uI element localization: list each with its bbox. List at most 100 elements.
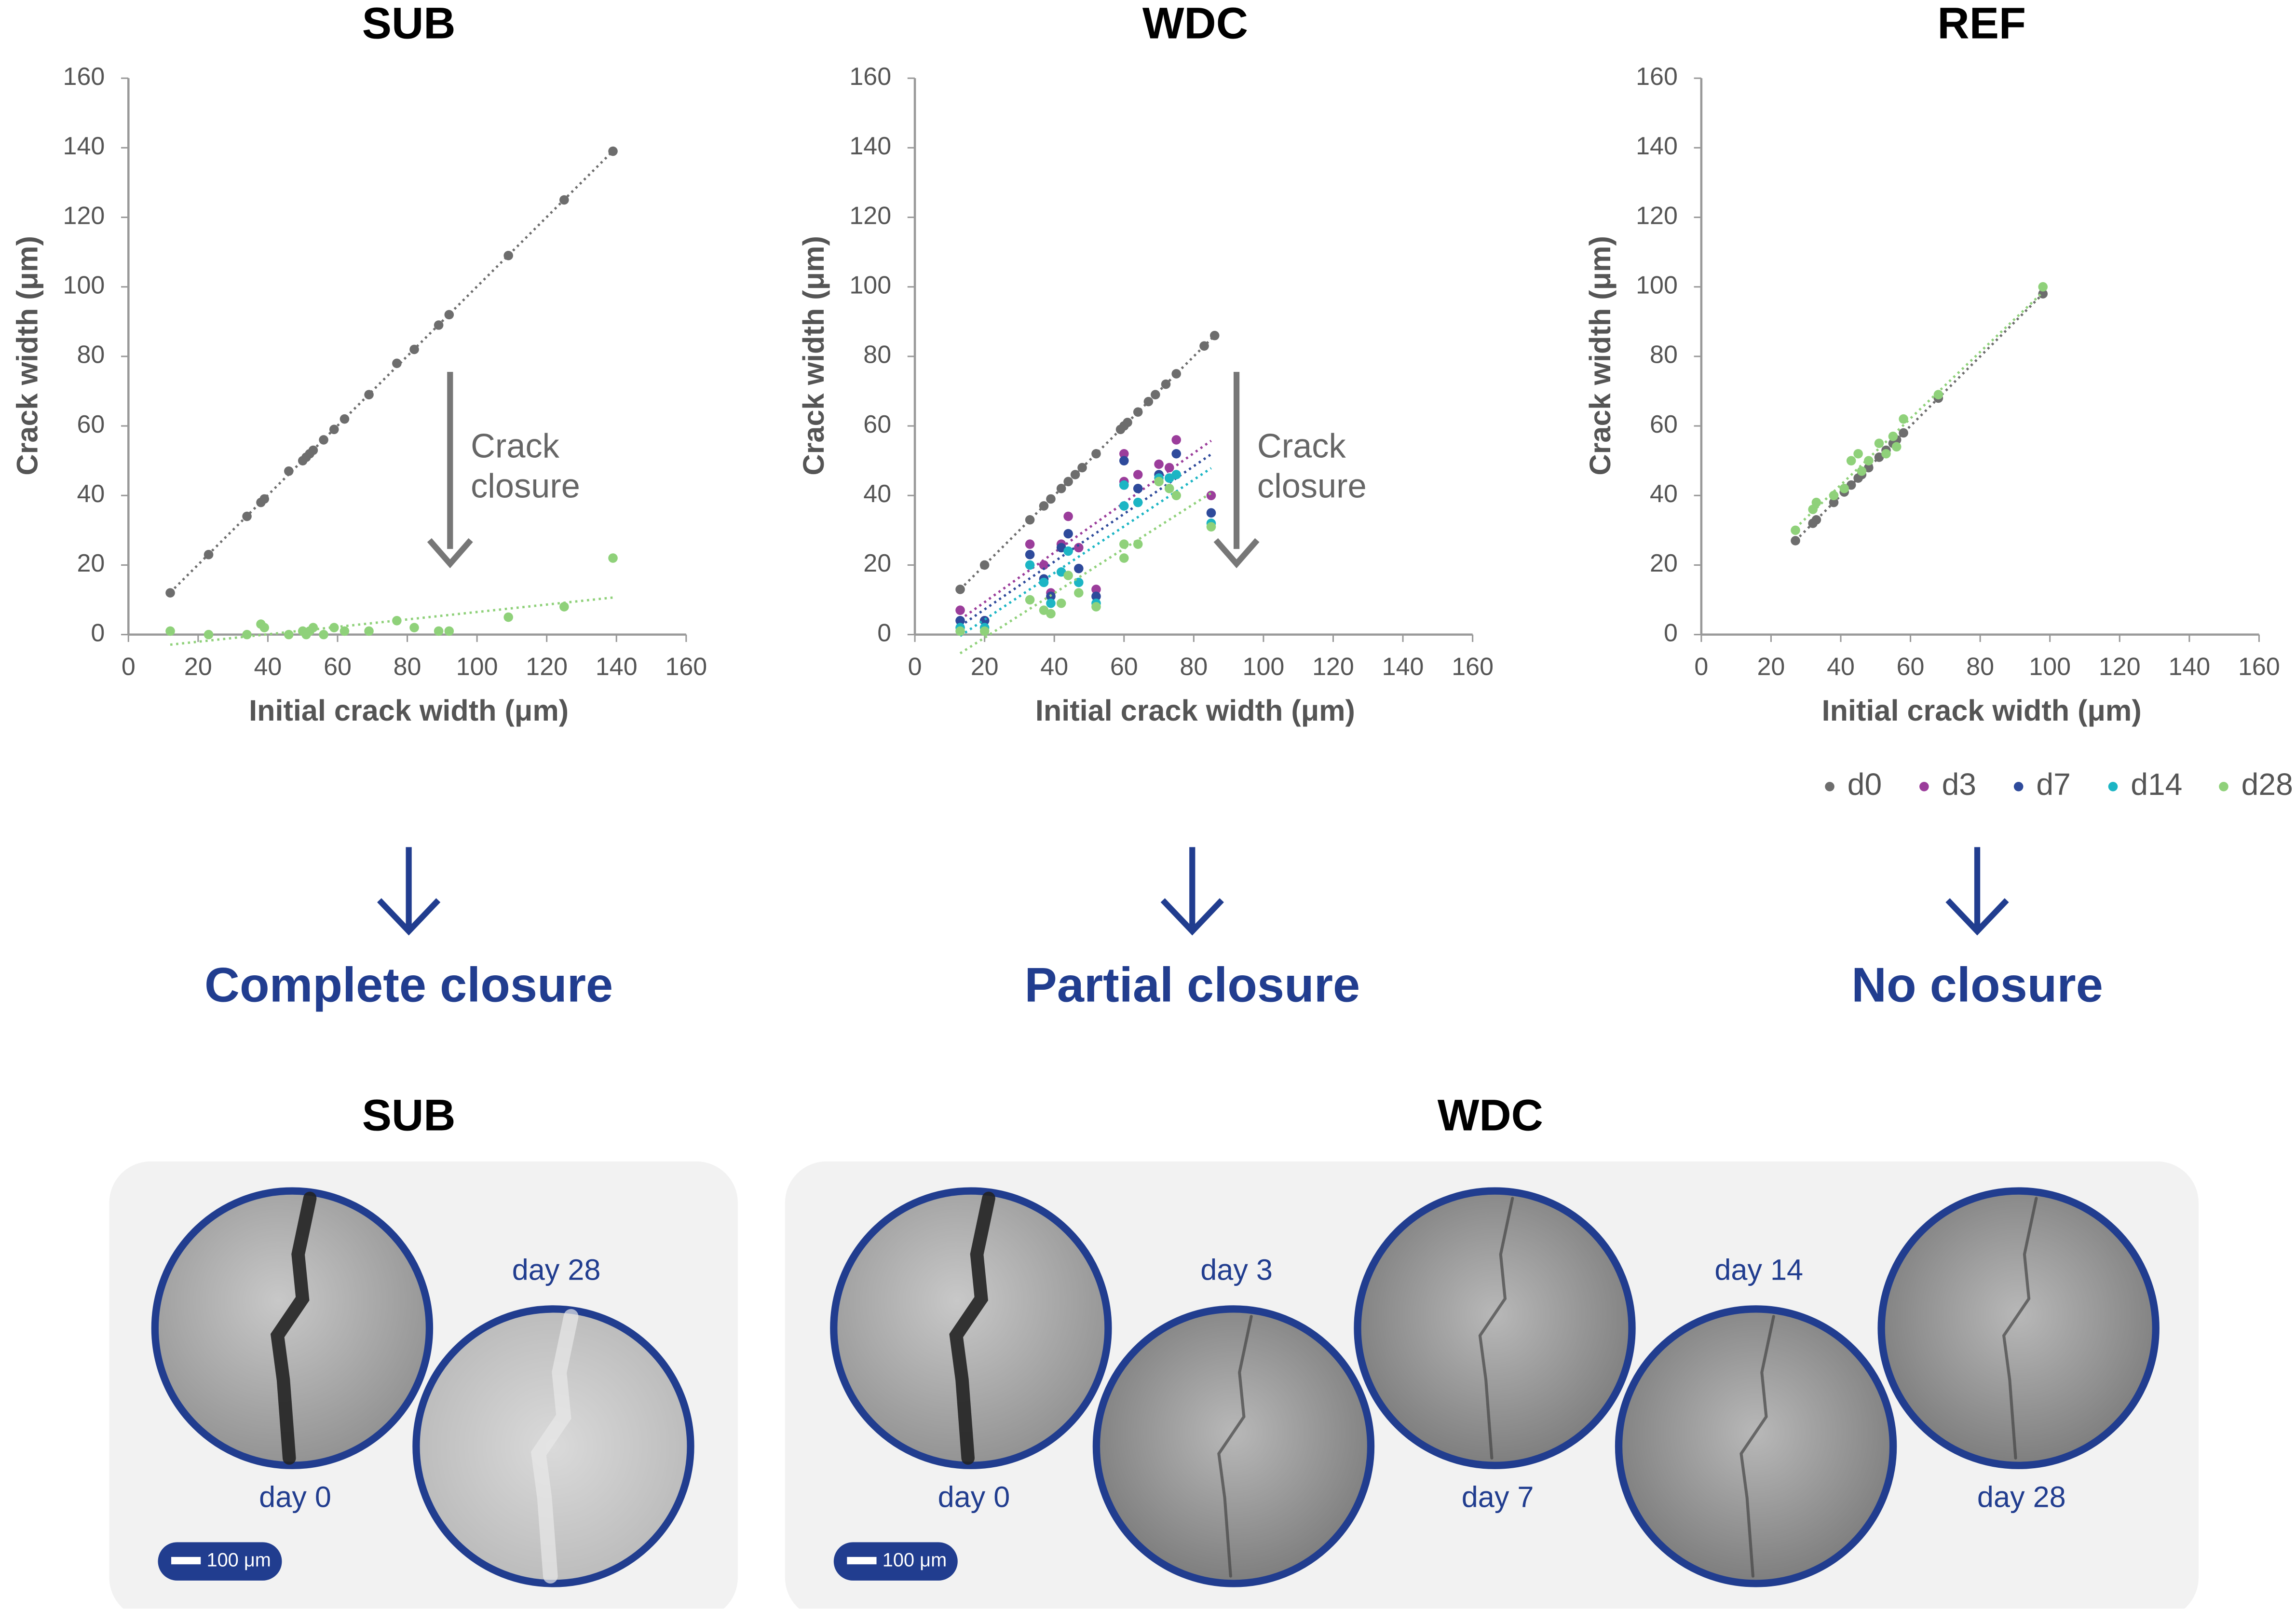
data-point — [204, 629, 214, 640]
data-point — [242, 511, 252, 521]
legend-marker — [1919, 781, 1929, 792]
data-point — [1046, 598, 1056, 608]
y-tick-label: 80 — [1650, 341, 1678, 369]
x-tick-label: 120 — [1312, 653, 1354, 681]
data-point — [1829, 497, 1839, 507]
annotation: closure — [1257, 466, 1367, 505]
data-point — [1046, 494, 1056, 504]
data-point — [1074, 543, 1084, 553]
data-point — [1857, 466, 1867, 476]
data-point — [1864, 463, 1874, 473]
data-point — [340, 414, 350, 424]
crack — [1478, 1197, 1514, 1460]
x-tick-label: 160 — [2238, 653, 2280, 681]
y-tick-label: 100 — [63, 271, 105, 299]
data-point — [1119, 449, 1129, 459]
data-point — [1025, 550, 1035, 560]
trendline — [169, 150, 614, 594]
y-tick-label: 40 — [1650, 480, 1678, 508]
data-point — [165, 626, 175, 636]
data-point — [608, 146, 618, 156]
trendline — [959, 491, 1212, 655]
y-tick-label: 120 — [1636, 202, 1678, 230]
data-point — [409, 344, 419, 355]
y-axis-label: Crack width (μm) — [1584, 236, 1617, 475]
data-point — [955, 626, 965, 636]
data-point — [1056, 543, 1066, 553]
data-point — [319, 435, 328, 445]
x-tick-label: 60 — [1110, 653, 1138, 681]
micrograph — [830, 1187, 1112, 1469]
y-tick-label: 80 — [77, 341, 105, 369]
data-point — [1143, 396, 1154, 407]
scale-bar — [833, 1542, 958, 1581]
data-point — [955, 616, 965, 626]
data-point — [392, 358, 402, 369]
annotation: Crack — [471, 427, 560, 465]
micrograph — [1615, 1305, 1897, 1587]
image-label: day 0 — [938, 1481, 1010, 1514]
data-point — [1171, 449, 1181, 459]
data-point — [1164, 484, 1174, 493]
x-tick-label: 80 — [1180, 653, 1208, 681]
y-tick-label: 160 — [1636, 63, 1678, 91]
scale-bar — [158, 1542, 282, 1581]
outcome-arrowhead — [377, 898, 441, 936]
data-point — [1874, 452, 1884, 462]
y-tick-label: 20 — [863, 549, 891, 577]
x-tick-label: 140 — [1382, 653, 1424, 681]
x-tick-label: 160 — [665, 653, 707, 681]
data-point — [1133, 484, 1143, 493]
data-point — [1206, 522, 1216, 532]
data-point — [259, 494, 269, 504]
data-point — [1063, 529, 1073, 539]
outcome-arrowhead — [1945, 898, 2009, 936]
data-point — [1881, 449, 1891, 459]
data-point — [1891, 442, 1902, 452]
data-point — [1046, 609, 1056, 619]
y-tick-label: 0 — [1664, 619, 1678, 647]
data-point — [340, 626, 350, 636]
data-point — [1154, 477, 1164, 487]
y-tick-label: 100 — [1636, 271, 1678, 299]
data-point — [1133, 497, 1143, 507]
image-label: day 28 — [1977, 1481, 2066, 1514]
y-tick-label: 120 — [63, 202, 105, 230]
data-point — [1829, 491, 1839, 501]
data-point — [1119, 539, 1129, 549]
data-point — [1864, 456, 1874, 465]
legend-label: d7 — [2036, 767, 2070, 802]
data-point — [444, 310, 454, 320]
crack — [1739, 1315, 1775, 1578]
x-tick-label: 120 — [526, 653, 568, 681]
data-point — [979, 560, 990, 570]
data-point — [444, 626, 454, 636]
outcome-arrowhead — [1160, 898, 1224, 936]
y-axis-label: Crack width (μm) — [11, 236, 43, 475]
x-tick-label: 100 — [1243, 653, 1285, 681]
data-point — [1791, 536, 1800, 546]
data-point — [1025, 560, 1035, 570]
data-point — [1063, 571, 1073, 580]
data-point — [1039, 605, 1049, 615]
data-point — [979, 616, 990, 626]
y-tick-label: 0 — [877, 619, 891, 647]
data-point — [1899, 414, 1908, 424]
data-point — [1063, 511, 1073, 521]
y-tick-label: 160 — [849, 63, 891, 91]
y-tick-label: 120 — [849, 202, 891, 230]
trendline — [1794, 293, 2044, 542]
x-axis-label: Initial crack width (μm) — [1822, 694, 2142, 727]
scale-bar-label: 100 μm — [206, 1550, 271, 1571]
x-tick-label: 120 — [2099, 653, 2141, 681]
data-point — [329, 424, 339, 435]
data-point — [1063, 546, 1073, 556]
chart-title: WDC — [1142, 0, 1248, 48]
data-point — [329, 623, 339, 633]
scale-bar-label: 100 μm — [883, 1550, 947, 1571]
data-point — [1808, 505, 1818, 514]
data-point — [434, 320, 444, 330]
x-tick-label: 0 — [908, 653, 922, 681]
data-point — [1846, 480, 1856, 490]
data-point — [1039, 560, 1049, 570]
